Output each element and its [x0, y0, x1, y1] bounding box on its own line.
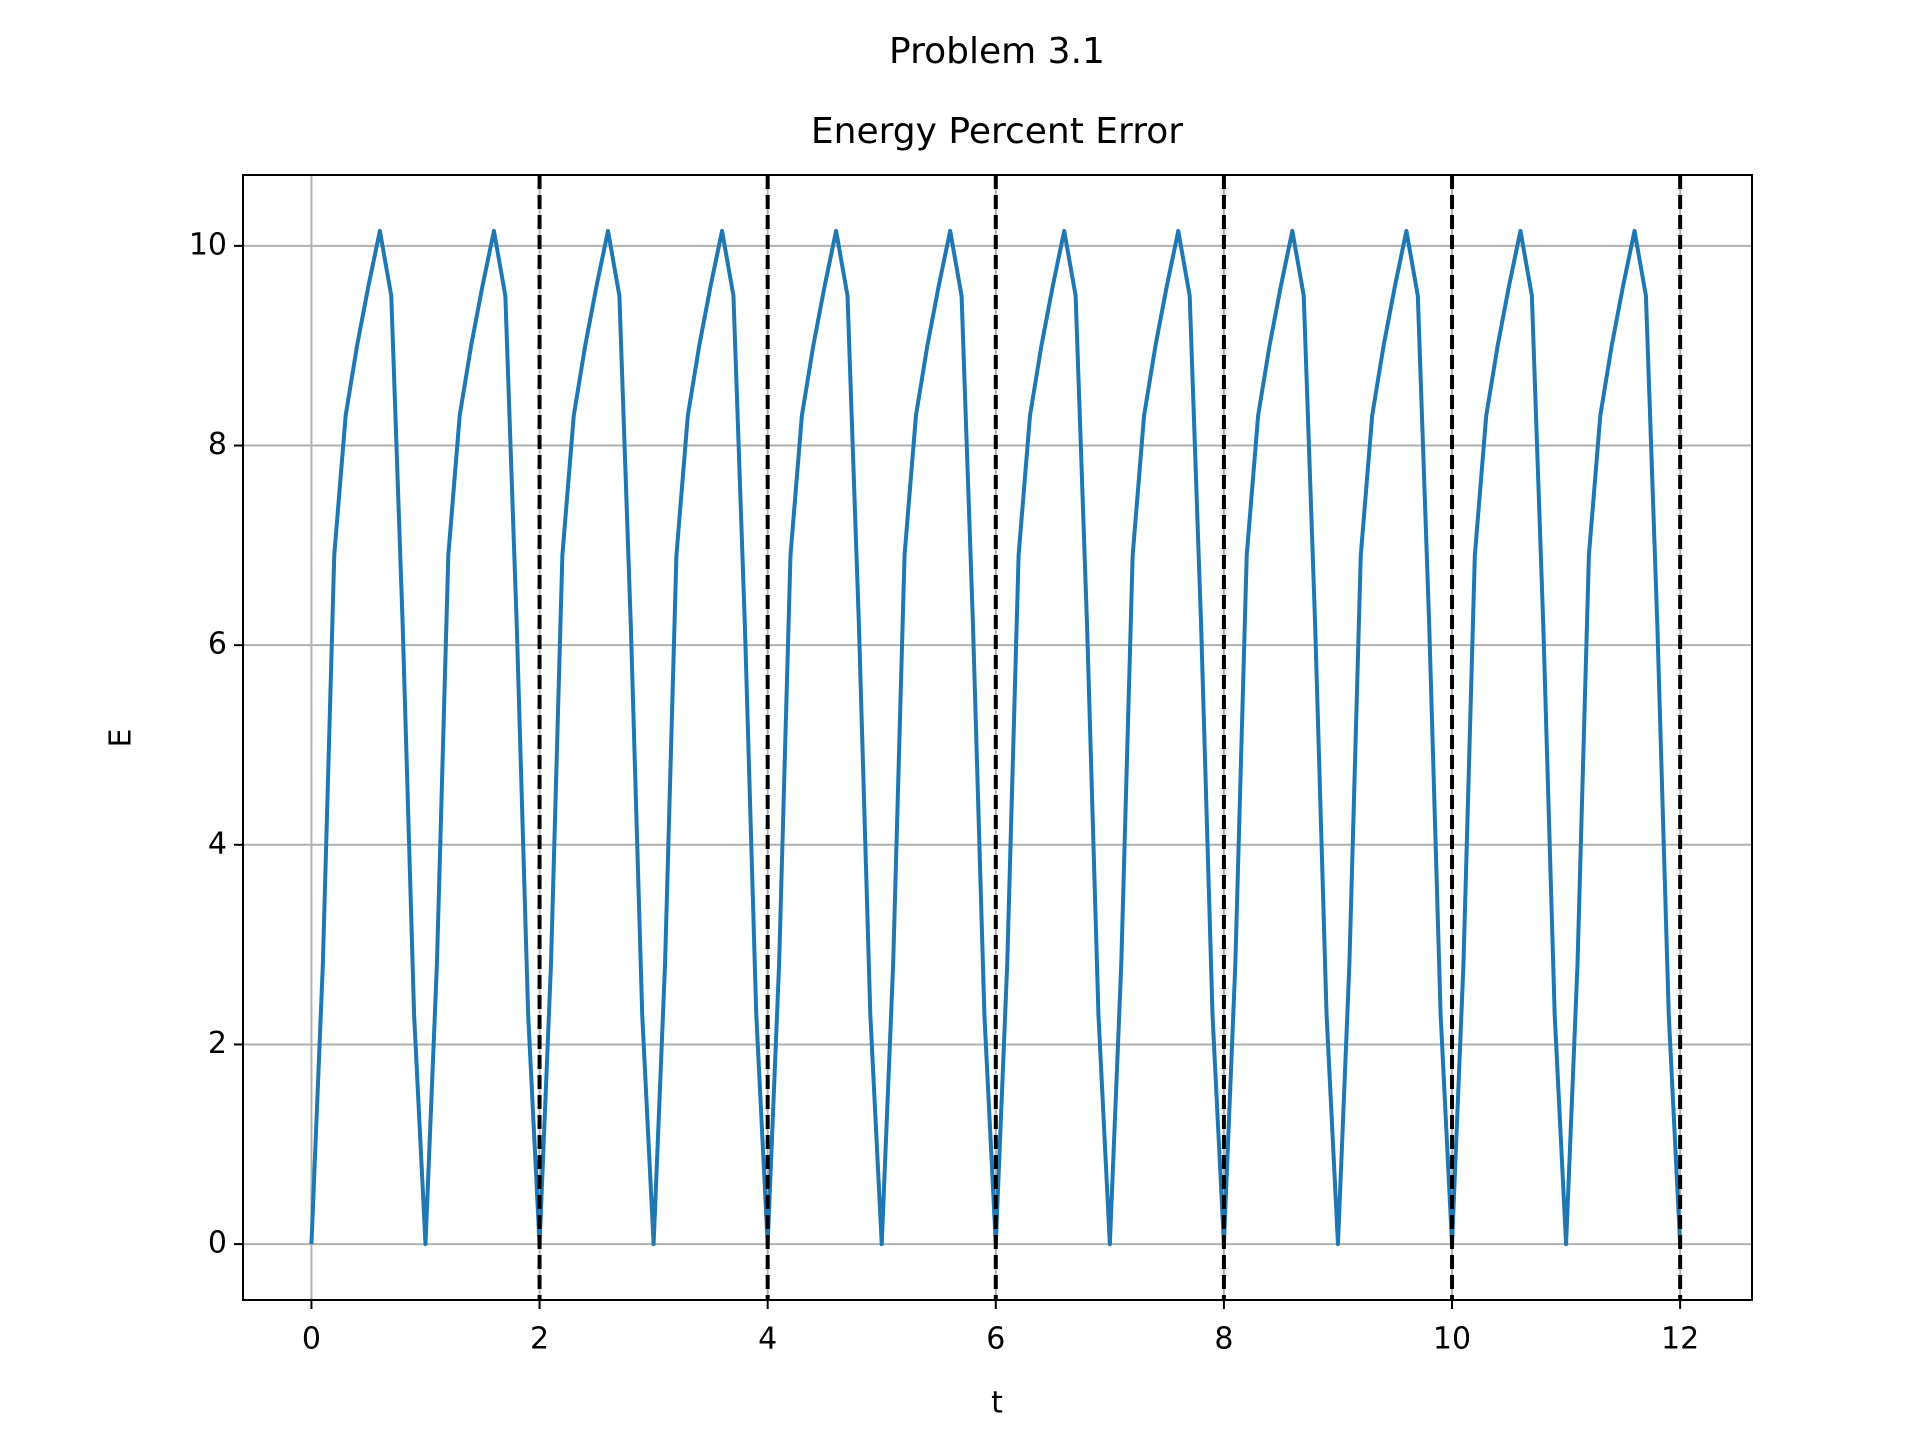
y-tick-label: 2	[208, 1026, 227, 1061]
y-axis-label: E	[104, 729, 139, 748]
y-tick-label: 8	[208, 427, 227, 462]
chart-title: Energy Percent Error	[811, 111, 1183, 152]
y-tick-label: 4	[208, 826, 227, 861]
y-tick-label: 0	[208, 1226, 227, 1261]
x-tick-label: 8	[1214, 1322, 1233, 1357]
plot-frame	[242, 174, 1753, 1301]
y-tick-label: 10	[189, 227, 227, 262]
x-tick-label: 10	[1433, 1322, 1471, 1357]
suptitle: Problem 3.1	[889, 31, 1105, 72]
x-tick-label: 0	[302, 1322, 321, 1357]
x-tick-label: 4	[758, 1322, 777, 1357]
x-tick-label: 12	[1661, 1322, 1699, 1357]
x-tick-label: 2	[530, 1322, 549, 1357]
y-tick-label: 6	[208, 627, 227, 662]
x-tick-label: 6	[986, 1322, 1005, 1357]
x-axis-label: t	[991, 1386, 1003, 1421]
